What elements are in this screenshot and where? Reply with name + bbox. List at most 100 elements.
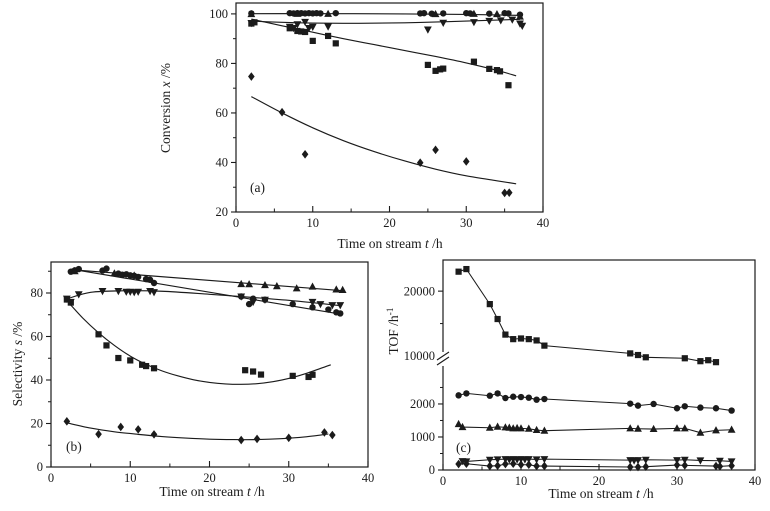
- diamond-marker: [462, 157, 470, 166]
- y-tick-label: 10000: [404, 349, 435, 363]
- diamond-marker: [134, 425, 142, 434]
- triangle-down-marker: [673, 457, 681, 465]
- triangle-up-marker: [237, 279, 246, 288]
- plot-frame: [442, 259, 756, 471]
- triangle-up-marker: [293, 9, 302, 17]
- triangle-down-marker: [261, 296, 269, 304]
- square-marker: [424, 61, 431, 69]
- square-marker: [257, 371, 265, 378]
- circle-marker: [502, 394, 509, 402]
- square-marker: [455, 268, 462, 275]
- circle-marker: [634, 402, 642, 409]
- diamond-marker: [237, 435, 245, 445]
- series-catalyst-triangle-down: [458, 456, 736, 466]
- y-tick-label: 20: [216, 205, 229, 219]
- diamond-marker: [301, 150, 309, 159]
- square-marker: [541, 342, 548, 349]
- square-marker: [249, 368, 257, 375]
- diamond-marker: [416, 158, 424, 168]
- y-tick-label: 40: [31, 373, 44, 387]
- triangle-down-marker: [470, 19, 478, 27]
- triangle-up-marker: [516, 12, 524, 20]
- square-marker: [127, 357, 134, 364]
- diamond-marker: [642, 462, 650, 471]
- triangle-down-marker: [524, 456, 533, 464]
- circle-marker: [525, 394, 532, 401]
- y-tick-label: 0: [37, 460, 43, 474]
- triangle-up-marker: [454, 419, 463, 428]
- panel-a-label: (a): [250, 180, 265, 195]
- trend-curve-catalyst-diamond: [251, 96, 517, 185]
- diamond-marker: [117, 422, 125, 432]
- series-line-catalyst-square: [458, 268, 717, 363]
- triangle-up-marker: [338, 285, 347, 293]
- square-marker: [634, 351, 642, 359]
- trend-curve-catalyst-triangle-down: [66, 290, 341, 307]
- x-tick-label: 20: [203, 471, 216, 485]
- triangle-down-marker: [114, 288, 123, 296]
- square-marker: [309, 371, 316, 378]
- axis-break-slash: [436, 356, 450, 366]
- series-catalyst-triangle-up: [70, 267, 347, 293]
- circle-marker: [337, 310, 344, 317]
- circle-marker: [486, 392, 493, 399]
- square-marker: [150, 365, 158, 372]
- y-tick-label: 80: [31, 286, 44, 300]
- y-axis-title-a: Conversion x /%: [158, 63, 173, 153]
- triangle-up-marker: [292, 284, 301, 292]
- triangle-down-marker: [716, 457, 724, 465]
- y-tick-label: 40: [216, 156, 229, 170]
- triangle-down-marker: [532, 456, 541, 464]
- diamond-marker: [150, 430, 158, 439]
- circle-marker: [463, 390, 470, 397]
- square-marker: [642, 354, 649, 361]
- triangle-up-marker: [532, 425, 541, 434]
- circle-marker: [332, 9, 339, 17]
- circle-marker: [627, 400, 634, 407]
- triangle-up-marker: [696, 428, 705, 436]
- triangle-up-marker: [431, 9, 440, 18]
- x-axis-title-c: Time on stream t /h: [548, 486, 654, 501]
- series-catalyst-square: [63, 296, 316, 381]
- circle-marker: [325, 306, 332, 313]
- diamond-marker: [716, 462, 724, 471]
- diamond-marker: [63, 417, 71, 426]
- square-marker: [627, 350, 634, 357]
- triangle-down-marker: [518, 22, 527, 30]
- diamond-marker: [248, 72, 255, 81]
- y-tick-label: 20: [31, 417, 44, 431]
- diamond-marker: [321, 428, 328, 437]
- circle-marker: [712, 405, 720, 412]
- panel-c-label: (c): [456, 440, 471, 455]
- diamond-marker: [712, 461, 720, 471]
- square-marker: [533, 337, 540, 344]
- square-marker: [139, 361, 146, 368]
- circle-marker: [650, 400, 657, 408]
- circle-marker: [289, 300, 296, 308]
- square-marker: [309, 37, 316, 44]
- triangle-down-marker: [696, 457, 705, 465]
- square-marker: [496, 68, 504, 75]
- triangle-down-marker: [249, 298, 257, 307]
- square-marker: [440, 65, 447, 72]
- triangle-down-marker: [301, 18, 309, 27]
- diamond-marker: [634, 462, 642, 472]
- square-marker: [298, 28, 305, 35]
- circle-marker: [309, 304, 316, 311]
- triangle-up-marker: [517, 424, 525, 432]
- x-tick-label: 0: [48, 471, 54, 485]
- square-marker: [712, 359, 720, 366]
- triangle-down-marker: [308, 23, 317, 31]
- triangle-up-marker: [70, 267, 79, 275]
- diamond-marker: [533, 461, 540, 471]
- circle-marker: [681, 403, 688, 410]
- y-tick-label: 100: [209, 7, 228, 21]
- triangle-up-marker: [493, 422, 502, 430]
- triangle-down-marker: [508, 16, 517, 24]
- square-marker: [697, 358, 704, 365]
- x-tick-label: 0: [233, 216, 239, 230]
- square-marker: [325, 32, 332, 40]
- triangle-up-marker: [649, 424, 658, 433]
- diamond-marker: [505, 188, 513, 197]
- square-marker: [502, 331, 509, 338]
